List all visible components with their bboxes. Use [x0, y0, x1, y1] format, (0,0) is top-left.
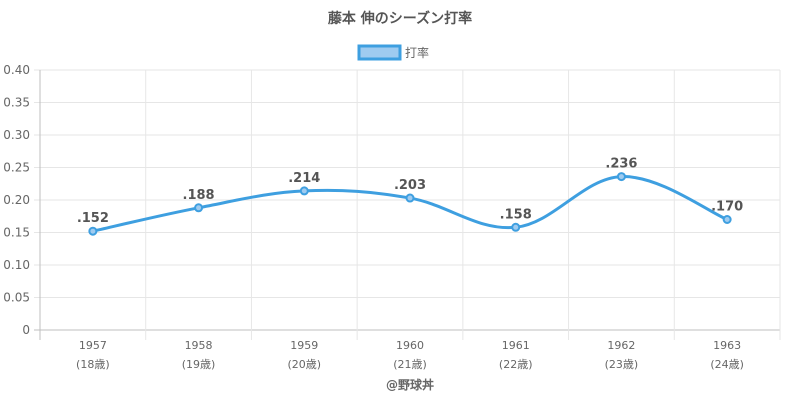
x-tick-sublabel: (24歳): [710, 358, 744, 371]
y-tick-label: 0.25: [3, 161, 30, 175]
data-label: .158: [500, 207, 532, 222]
y-tick-label: 0: [22, 323, 30, 337]
legend-label: 打率: [405, 45, 429, 60]
x-axis-ticks: 1957 (18歳) 1958 (19歳) 1959 (20歳) 1960 (21歳) 1961…: [76, 339, 744, 371]
x-tick-label: 1957: [79, 339, 107, 352]
data-point: [299, 186, 309, 196]
data-label: .203: [394, 178, 426, 193]
y-axis-ticks: 0 0.05 0.10 0.15 0.20 0.25 0.30 0.35 0.40: [3, 63, 30, 337]
chart-title: 藤本 伸のシーズン打率: [328, 10, 472, 27]
data-point: [88, 226, 98, 236]
x-tick-label: 1961: [502, 339, 530, 352]
y-tick-label: 0.05: [3, 291, 30, 305]
x-tick-sublabel: (21歳): [393, 358, 427, 371]
y-tick-label: 0.15: [3, 226, 30, 240]
data-point: [616, 172, 626, 182]
data-label: .152: [77, 211, 109, 226]
data-point: [405, 193, 415, 203]
data-label: .170: [711, 200, 743, 215]
data-label: .214: [288, 171, 320, 186]
x-tick-label: 1960: [396, 339, 424, 352]
x-tick-sublabel: (23歳): [605, 358, 639, 371]
data-point: [722, 215, 732, 224]
legend-swatch: [357, 44, 402, 61]
x-tick-sublabel: (20歳): [287, 358, 321, 371]
y-tick-label: 0.20: [3, 193, 30, 207]
x-tick-sublabel: (22歳): [499, 358, 533, 371]
data-points: [88, 172, 732, 236]
x-tick-sublabel: (19歳): [182, 358, 216, 371]
y-tick-label: 0.10: [3, 258, 30, 272]
x-tick-label: 1958: [185, 339, 213, 352]
data-label: .236: [605, 157, 637, 172]
data-labels: .152 .188 .214 .203 .158 .236 .170: [77, 157, 743, 227]
grid: [34, 69, 781, 340]
x-tick-label: 1962: [607, 339, 635, 352]
x-tick-label: 1959: [290, 339, 318, 352]
x-tick-sublabel: (18歳): [76, 358, 110, 371]
y-tick-label: 0.40: [3, 63, 30, 77]
y-tick-label: 0.35: [3, 96, 30, 110]
data-label: .188: [183, 188, 215, 203]
footer-credit: @野球丼: [386, 377, 434, 392]
legend[interactable]: 打率: [357, 44, 429, 61]
y-tick-label: 0.30: [3, 128, 30, 142]
data-point: [511, 222, 521, 232]
data-point: [194, 203, 204, 213]
x-tick-label: 1963: [713, 339, 741, 352]
